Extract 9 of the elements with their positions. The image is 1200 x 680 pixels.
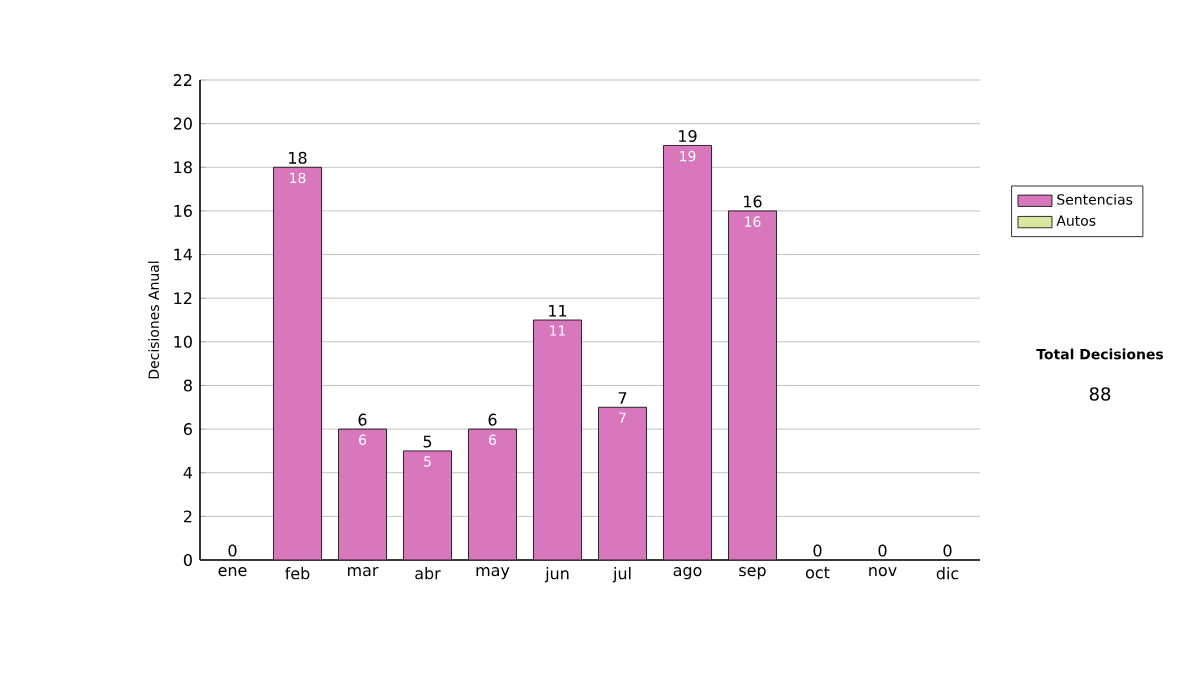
bar: [338, 428, 387, 560]
text: 88: [1089, 387, 1111, 401]
bar: [728, 210, 777, 560]
bar: [273, 166, 322, 560]
bar: [663, 145, 712, 560]
bar: [468, 428, 517, 560]
bar: [598, 406, 647, 560]
bar: [403, 450, 452, 560]
bar: [533, 319, 582, 560]
